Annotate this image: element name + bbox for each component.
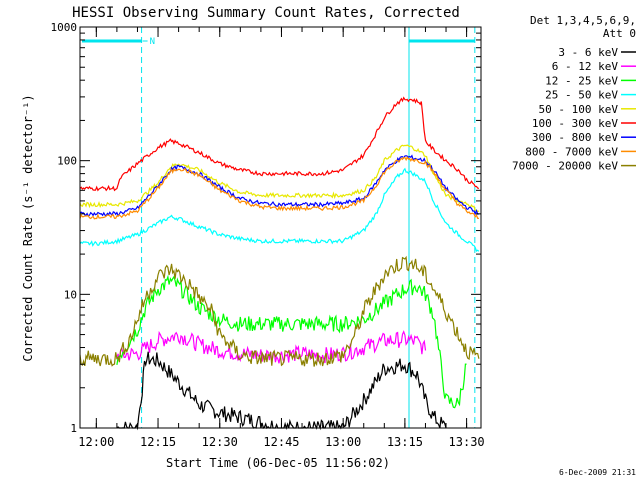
legend-label-7: 300 - 800 keV bbox=[532, 131, 618, 144]
x-tick-label-12:45: 12:45 bbox=[263, 435, 299, 449]
chart-title: HESSI Observing Summary Count Rates, Cor… bbox=[72, 5, 460, 21]
legend-header-line-2: Att 0 bbox=[603, 27, 636, 40]
x-tick-label-12:00: 12:00 bbox=[78, 435, 114, 449]
series-line-9 bbox=[79, 255, 480, 367]
x-tick-label-13:00: 13:00 bbox=[325, 435, 361, 449]
x-axis-label: Start Time (06-Dec-05 11:56:02) bbox=[166, 456, 390, 470]
legend-label-3: 12 - 25 keV bbox=[545, 74, 618, 87]
legend-label-8: 800 - 7000 keV bbox=[525, 145, 618, 158]
series-line-5 bbox=[79, 144, 480, 213]
x-tick-label-12:15: 12:15 bbox=[140, 435, 176, 449]
y-axis-label: Corrected Count Rate (s⁻¹ detector⁻¹) bbox=[21, 94, 35, 361]
legend-label-5: 50 - 100 keV bbox=[539, 103, 619, 116]
legend-label-2: 6 - 12 keV bbox=[552, 60, 619, 73]
series-line-7 bbox=[79, 154, 479, 217]
legend-label-1: 3 - 6 keV bbox=[558, 46, 618, 59]
legend-label-6: 100 - 300 keV bbox=[532, 117, 618, 130]
series-line-3 bbox=[116, 274, 467, 409]
plot-frame bbox=[79, 26, 482, 429]
footer-date: 6-Dec-2009 21:31 bbox=[559, 468, 636, 477]
x-tick-label-12:30: 12:30 bbox=[202, 435, 238, 449]
series-line-4 bbox=[79, 167, 480, 253]
y-tick-label-10: 10 bbox=[64, 288, 77, 301]
legend-header-line-1: Det 1,3,4,5,6,9, bbox=[530, 14, 636, 27]
legend-label-4: 25 - 50 keV bbox=[545, 89, 618, 102]
legend-label-9: 7000 - 20000 keV bbox=[512, 160, 618, 173]
y-tick-label-100: 100 bbox=[57, 155, 77, 168]
x-tick-label-13:15: 13:15 bbox=[387, 435, 423, 449]
x-tick-label-13:30: 13:30 bbox=[449, 435, 485, 449]
series-line-6 bbox=[79, 96, 480, 192]
y-tick-label-1000: 1000 bbox=[51, 21, 78, 34]
y-tick-label-1: 1 bbox=[70, 422, 77, 435]
flag-label: N bbox=[150, 37, 155, 47]
series-line-8 bbox=[79, 156, 479, 220]
